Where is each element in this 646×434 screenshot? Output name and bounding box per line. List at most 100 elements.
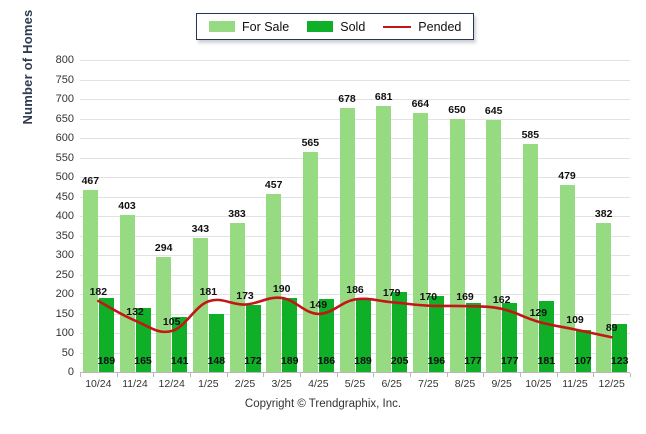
y-axis-ticks: 0 50 100 150 200 250 300 350 400 450 500 550 600 650 7…: [28, 54, 74, 378]
line-label-pended: 89: [605, 322, 618, 335]
x-tick-label: 2/25: [234, 378, 256, 390]
bar-for-sale[interactable]: [192, 238, 208, 372]
bar-for-sale[interactable]: [486, 120, 502, 372]
x-tick-mark: [116, 373, 118, 377]
y-tick-label: 600: [55, 132, 74, 144]
bar-for-sale[interactable]: [412, 113, 428, 372]
line-label-pended: 186: [346, 284, 364, 297]
x-tick-mark: [226, 373, 228, 377]
gridline: [80, 352, 630, 354]
gridline: [80, 196, 630, 198]
gridline: [80, 235, 630, 237]
legend-item-pended[interactable]: Pended: [383, 20, 461, 34]
line-label-pended: 129: [529, 306, 548, 319]
bar-label-for-sale: 382: [594, 208, 613, 221]
x-tick-mark: [373, 373, 375, 377]
x-tick-mark: [630, 373, 631, 377]
bar-label-for-sale: 457: [264, 178, 283, 191]
bar-label-sold: 186: [317, 355, 336, 367]
bar-for-sale[interactable]: [522, 143, 538, 372]
line-label-pended: 173: [236, 289, 254, 302]
plot-area: 467 189 182 403 165 132 294 141 105 343 148 181 383 1…: [80, 60, 630, 373]
gridline: [80, 138, 630, 139]
bar-label-sold: 189: [97, 355, 116, 367]
legend-item-for-sale[interactable]: For Sale: [209, 20, 289, 34]
x-tick-label: 7/25: [418, 378, 439, 390]
y-tick-label: 500: [55, 171, 74, 183]
gridline: [80, 99, 630, 100]
bar-sold[interactable]: [612, 324, 628, 372]
bar-label-sold: 177: [500, 355, 519, 367]
bar-label-for-sale: 678: [338, 92, 356, 105]
bar-for-sale[interactable]: [449, 118, 465, 372]
bar-for-sale[interactable]: [302, 151, 318, 372]
x-tick-mark: [153, 373, 155, 377]
x-tick-label: 12/25: [598, 378, 625, 390]
y-tick-label: 200: [55, 288, 74, 300]
bar-for-sale[interactable]: [339, 107, 355, 372]
legend-item-sold[interactable]: Sold: [307, 20, 365, 34]
line-label-pended: 149: [309, 298, 328, 311]
bar-label-sold: 172: [244, 355, 262, 367]
line-label-pended: 170: [419, 290, 438, 303]
bar-label-for-sale: 403: [118, 199, 136, 212]
gridline: [80, 60, 630, 61]
bar-for-sale[interactable]: [559, 185, 575, 372]
gridline: [80, 118, 630, 120]
y-tick-label: 550: [55, 151, 74, 164]
bar-for-sale[interactable]: [156, 257, 172, 372]
bar-label-for-sale: 467: [81, 174, 100, 187]
legend-swatch-for-sale: [209, 21, 235, 32]
bar-label-for-sale: 343: [191, 223, 210, 236]
gridline: [80, 157, 630, 159]
chart-legend: For Sale Sold Pended: [196, 13, 475, 40]
bar-label-sold: 148: [207, 355, 226, 367]
bar-for-sale[interactable]: [82, 189, 98, 372]
x-tick-mark: [80, 373, 81, 377]
gridline: [80, 294, 630, 295]
legend-line-pended: [383, 25, 412, 28]
line-label-pended: 105: [162, 316, 181, 329]
x-tick-mark: [336, 373, 338, 377]
bar-for-sale[interactable]: [119, 214, 135, 372]
legend-label-for-sale: For Sale: [242, 19, 290, 34]
x-tick-label: 5/25: [344, 378, 366, 390]
bar-label-for-sale: 645: [484, 105, 503, 118]
bar-sold[interactable]: [575, 330, 591, 372]
bar-label-for-sale: 585: [521, 128, 540, 141]
bar-label-for-sale: 565: [301, 136, 320, 149]
y-tick-label: 400: [55, 210, 74, 222]
bar-label-for-sale: 681: [374, 91, 393, 104]
y-tick-label: 450: [55, 190, 74, 203]
bar-label-for-sale: 383: [228, 207, 246, 220]
gridline: [80, 216, 630, 217]
y-tick-label: 800: [55, 54, 74, 66]
y-tick-label: 700: [55, 93, 74, 105]
x-tick-mark: [190, 373, 191, 377]
bar-label-sold: 165: [134, 355, 152, 367]
bar-group: 467 189 182 403 165 132 294 141 105 343 148 181 383 1…: [80, 60, 630, 372]
x-tick-label: 8/25: [454, 378, 476, 390]
bar-label-sold: 189: [354, 355, 372, 367]
bar-label-for-sale: 479: [558, 170, 576, 183]
bar-label-sold: 107: [574, 355, 592, 367]
bar-label-sold: 189: [280, 355, 299, 367]
bar-for-sale[interactable]: [376, 106, 392, 372]
y-tick-label: 350: [55, 229, 74, 242]
line-label-pended: 109: [566, 314, 584, 327]
y-tick-label: 300: [55, 249, 74, 261]
bar-label-sold: 181: [537, 355, 556, 367]
x-tick-label: 11/24: [122, 378, 148, 390]
line-label-pended: 162: [492, 293, 511, 306]
x-tick-mark: [300, 373, 301, 377]
y-tick-label: 750: [55, 73, 74, 86]
bar-for-sale[interactable]: [596, 223, 612, 372]
x-tick-label: 12/24: [158, 378, 185, 390]
bar-label-sold: 205: [390, 355, 409, 367]
legend-label-sold: Sold: [340, 19, 366, 34]
x-tick-mark: [593, 373, 595, 377]
line-label-pended: 169: [456, 291, 474, 304]
copyright-notice: Copyright © Trendgraphix, Inc.: [244, 398, 402, 410]
bar-label-for-sale: 664: [411, 98, 430, 111]
